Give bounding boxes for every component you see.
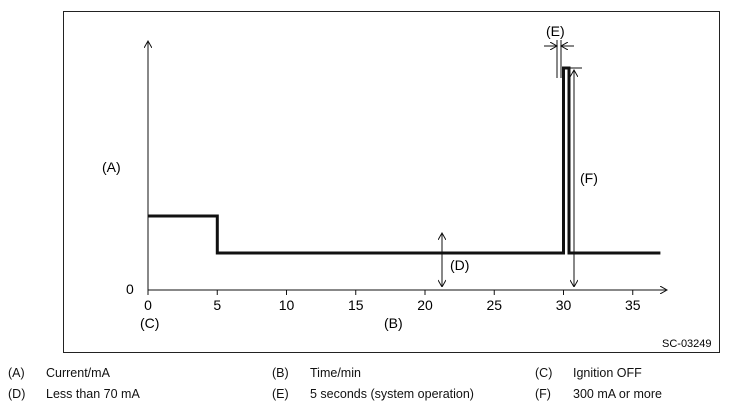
annotation-e-label: (E) bbox=[546, 23, 565, 39]
x-tick-label: 25 bbox=[486, 297, 502, 313]
y-axis-label: (A) bbox=[102, 159, 121, 175]
legend-f-key: (F) bbox=[535, 387, 551, 401]
legend-b: (B) Time/min bbox=[272, 366, 361, 380]
legend-f: (F) 300 mA or more bbox=[535, 387, 662, 401]
annotation-f-label: (F) bbox=[580, 170, 598, 186]
x-tick-label: 10 bbox=[279, 297, 295, 313]
x-tick-label: 35 bbox=[625, 297, 641, 313]
legend-c: (C) Ignition OFF bbox=[535, 366, 642, 380]
x-tick-label: 15 bbox=[348, 297, 364, 313]
figure-code: SC-03249 bbox=[662, 338, 712, 350]
legend-c-key: (C) bbox=[535, 366, 553, 380]
current-trace bbox=[148, 66, 661, 255]
annotation-d-label: (D) bbox=[450, 257, 469, 273]
legend-e-key: (E) bbox=[272, 387, 289, 401]
x-tick-label: 5 bbox=[213, 297, 221, 313]
x-tick-label: 30 bbox=[556, 297, 572, 313]
legend-d-text: Less than 70 mA bbox=[46, 387, 140, 401]
legend-c-text: Ignition OFF bbox=[573, 366, 642, 380]
x-tick-label: 0 bbox=[144, 297, 152, 313]
legend-d-key: (D) bbox=[8, 387, 26, 401]
origin-label: (C) bbox=[140, 315, 159, 331]
current-time-chart: 0 5 10 15 20 25 30 35 (A) (B) (C) 0 (D) (F) (E)… bbox=[102, 23, 712, 350]
y-tick-label: 0 bbox=[126, 281, 134, 297]
legend-a-key: (A) bbox=[8, 366, 25, 380]
legend-b-text: Time/min bbox=[310, 366, 361, 380]
x-tick-label: 20 bbox=[417, 297, 433, 313]
chart-frame: 0 5 10 15 20 25 30 35 (A) (B) (C) 0 (D) (F) (E)… bbox=[63, 11, 720, 353]
legend-a-text: Current/mA bbox=[46, 366, 110, 380]
legend-e: (E) 5 seconds (system operation) bbox=[272, 387, 474, 401]
legend-f-text: 300 mA or more bbox=[573, 387, 662, 401]
legend-b-key: (B) bbox=[272, 366, 289, 380]
legend-a: (A) Current/mA bbox=[8, 366, 110, 380]
legend-e-text: 5 seconds (system operation) bbox=[310, 387, 474, 401]
x-axis-label: (B) bbox=[384, 315, 403, 331]
legend-d: (D) Less than 70 mA bbox=[8, 387, 140, 401]
